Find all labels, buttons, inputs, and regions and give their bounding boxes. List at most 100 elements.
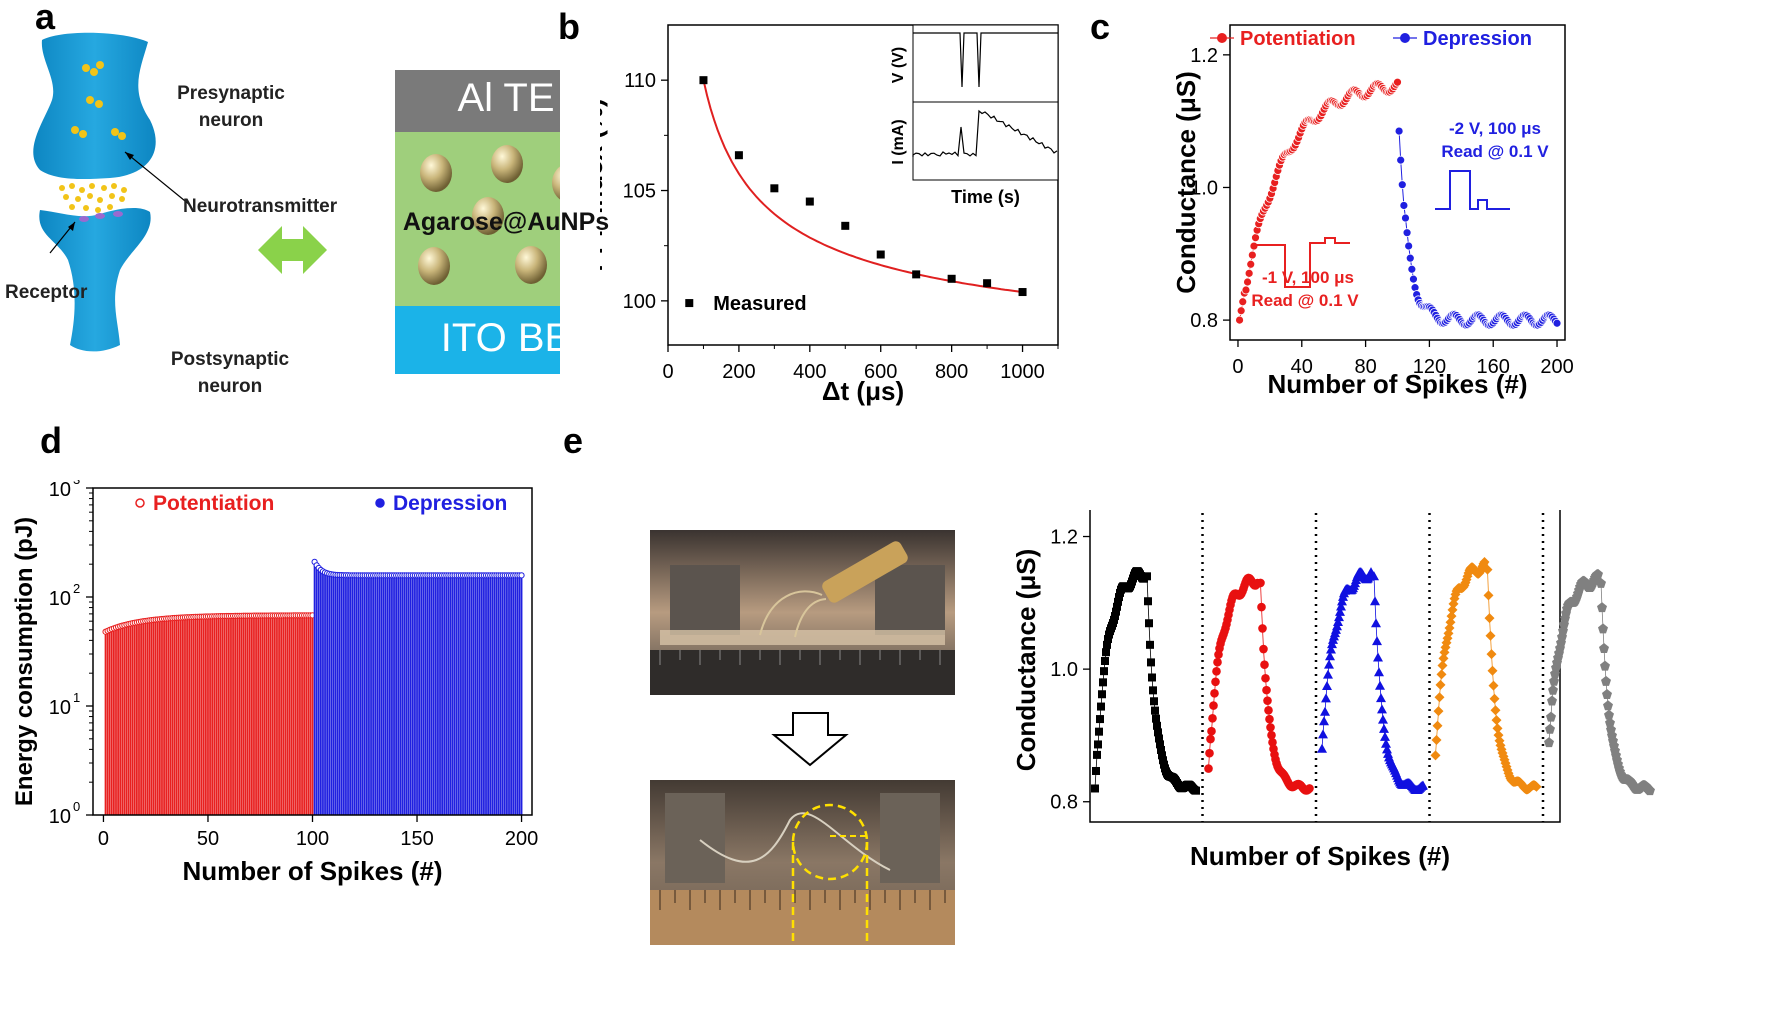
chart-e-point	[1431, 734, 1442, 745]
chart-c-annotation-dep-2: Read @ 0.1 V	[1441, 142, 1549, 161]
gold-nanoparticles	[418, 145, 560, 285]
chart-e-point	[1600, 660, 1610, 671]
chart-e-point	[1430, 750, 1441, 761]
neurotransmitter-dots	[59, 183, 127, 213]
chart-b-point	[947, 274, 956, 283]
chart-e-ytick-label: 0.8	[1050, 792, 1078, 814]
chart-e-point	[1192, 786, 1200, 795]
chart-d-ytick-exponent: 2	[73, 581, 80, 596]
chart-c-point	[1407, 264, 1417, 274]
chart-e-point	[1439, 647, 1450, 658]
chart-e-point	[1325, 651, 1335, 661]
chart-e-point	[1436, 669, 1447, 680]
chart-c-ylabel: Conductance (μS)	[1171, 71, 1201, 293]
neurotransmitter-pointer	[124, 151, 191, 206]
chart-e-point	[1372, 636, 1382, 646]
panel-label-c: c	[1090, 6, 1111, 47]
chart-c-point	[1241, 285, 1251, 295]
chart-e-point	[1596, 577, 1606, 588]
chart-b: 0 200 400 600 800 1000 100 105 110 Δt (μs) PPF ind…	[600, 24, 1059, 406]
bottom-electrode-layer	[395, 306, 560, 374]
chart-d-ytick-exponent: 1	[73, 690, 80, 705]
chart-c-ytick-label: 0.8	[1190, 310, 1218, 332]
chart-c-legend-marker	[1400, 33, 1410, 43]
chart-e-point	[1154, 728, 1162, 737]
chart-e-point	[1490, 705, 1501, 716]
chart-e-point	[1207, 726, 1216, 736]
postsynaptic-line1: Postsynaptic	[170, 349, 290, 370]
chart-e-point	[1377, 704, 1387, 714]
chart-c-xtick-label: 160	[1477, 356, 1510, 378]
chart-c: 0 40 80 120 160 200 0.8 1.0 1.2 Number of Spikes …	[1171, 24, 1574, 399]
chart-e-point	[1146, 640, 1154, 649]
chart-e-point	[1337, 596, 1347, 606]
chart-b-point	[699, 76, 708, 85]
chart-b-point	[983, 279, 992, 288]
chart-e-point	[1448, 598, 1459, 609]
chart-b-point	[1018, 288, 1027, 297]
chart-c-pulse-dep	[1435, 170, 1510, 210]
chart-e-point	[1148, 673, 1156, 682]
chart-c-xtick-label: 120	[1413, 356, 1446, 378]
top-electrode-layer	[395, 70, 560, 132]
chart-e-point	[1114, 597, 1122, 606]
chart-e-point	[1210, 689, 1219, 698]
chart-e-point	[1113, 602, 1121, 611]
chart-c-point	[1251, 233, 1260, 243]
chart-d-bar-cap	[518, 572, 525, 579]
chart-e-point	[1485, 630, 1496, 641]
chart-e-point	[1092, 766, 1100, 775]
chart-e-point	[1437, 660, 1448, 671]
active-layer-label: Agarose@AuNPs	[402, 208, 610, 236]
chart-e-point	[1265, 714, 1274, 724]
chart-e-point	[1213, 657, 1222, 667]
panel-a-figure	[33, 32, 560, 374]
chart-e-point	[1157, 745, 1165, 754]
chart-c-point	[1404, 241, 1414, 251]
chart-e-point	[1599, 643, 1609, 654]
chart-e-point	[1211, 677, 1220, 687]
chart-c-point	[1402, 228, 1412, 238]
chart-e-point	[1546, 711, 1556, 722]
chart-b-point	[876, 250, 885, 259]
chart-e-point	[1261, 673, 1270, 683]
chart-e-point	[1268, 738, 1277, 747]
chart-d-ytick-label: 10	[49, 697, 71, 719]
chart-d-xlabel: Number of Spikes (#)	[182, 856, 442, 886]
chart-c-pulse-pot	[1255, 237, 1350, 288]
chart-e-point	[1098, 690, 1106, 699]
chart-e-point	[1492, 723, 1503, 734]
chart-e-point	[1094, 740, 1102, 749]
chart-e-point	[1144, 597, 1152, 606]
chart-e-point	[1095, 727, 1103, 736]
postsynaptic-line2: neuron	[197, 376, 263, 397]
chart-e-point	[1545, 723, 1555, 734]
chart-e-point	[1601, 675, 1611, 686]
chart-e-point	[1441, 637, 1452, 648]
chart-e-point	[1446, 611, 1457, 622]
chart-e-point	[1442, 633, 1453, 644]
chart-b-point	[770, 184, 779, 193]
chart-e-point	[1322, 680, 1332, 690]
chart-e-point	[1605, 717, 1615, 728]
chart-e-ytick-label: 1.2	[1050, 527, 1078, 549]
chart-d-ylabel: Energy consumption (pJ)	[11, 517, 38, 806]
chart-e-point	[1598, 623, 1608, 634]
chart-e-point	[1262, 685, 1271, 695]
chart-e-point	[1376, 693, 1386, 703]
chart-e-point	[1150, 697, 1158, 706]
chart-d-legend-marker	[375, 498, 385, 508]
postsynaptic-neuron-shape	[39, 207, 151, 352]
chart-e-point	[1264, 705, 1273, 715]
chart-e-point	[1374, 667, 1384, 677]
chart-e-point	[1382, 744, 1392, 754]
chart-e-point	[1147, 658, 1155, 667]
chart-d-ytick-label: 10	[49, 480, 71, 501]
chart-b-xtick-label: 400	[793, 361, 826, 383]
chart-b-frame	[667, 24, 1059, 346]
chart-e-point	[1491, 715, 1502, 726]
panel-label-d: d	[40, 420, 62, 461]
chart-b-ytick-label: 105	[623, 181, 656, 203]
chart-c-point	[1246, 259, 1256, 269]
chart-e-point	[1145, 619, 1153, 628]
